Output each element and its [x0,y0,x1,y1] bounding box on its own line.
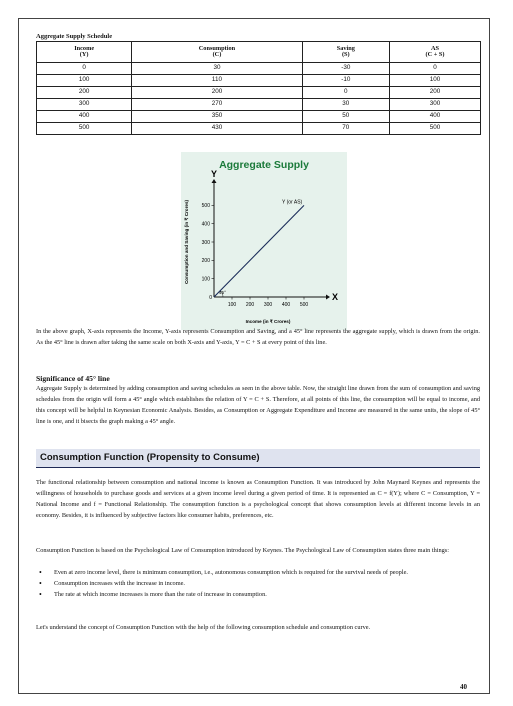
chart-x-tick-label: 500 [300,302,309,308]
chart-angle-label: 45° [219,290,226,295]
table-caption: Aggregate Supply Schedule [36,33,113,40]
section-header-bar: Consumption Function (Propensity to Cons… [36,449,480,468]
aggregate-supply-chart: Aggregate Supply Consumption and Saving … [184,159,338,324]
chart-x-tick-label: 100 [228,302,237,308]
page-border [18,18,490,694]
table-cell: 100 [389,74,481,87]
chart-y-tick-label: 200 [202,258,211,264]
header-saving: Saving (S) [301,41,391,63]
chart-y-tick-label: 100 [202,276,211,282]
table-cell: 350 [131,110,303,123]
table-cell: 430 [131,122,303,135]
table-cell: 400 [35,110,133,123]
chart-y-tick-label: 400 [202,221,211,227]
chart-y-axis-label: Consumption and Saving (in ₹ Crores) [184,199,189,284]
table-cell: 0 [301,86,391,99]
significance-heading: Significance of 45° line [36,374,110,383]
chart-origin-label: 0 [209,295,212,301]
chart-x-axis-letter: X [332,292,338,302]
table-row: 500 430 70 500 [35,122,481,135]
header-consumption: Consumption (C) [131,41,303,63]
chart-title: Aggregate Supply [219,159,309,171]
table-cell: 200 [35,86,133,99]
table-cell: 270 [131,98,303,111]
chart-y-axis-letter: Y [211,169,217,179]
table-cell: 0 [35,62,133,75]
law-points-list: Even at zero income level, there is mini… [36,567,480,600]
chart-y-tick-label: 300 [202,240,211,246]
aggregate-supply-chart-panel: Aggregate Supply Consumption and Saving … [181,152,347,330]
chart-y-axis-arrowhead [211,179,217,183]
header-as: AS (C + S) [389,41,481,63]
section-title: Consumption Function (Propensity to Cons… [40,452,260,463]
table-cell: 500 [389,122,481,135]
table-cell: 30 [131,62,303,75]
list-item: Consumption increases with the increase … [36,578,480,589]
table-row: 0 30 -30 0 [35,62,481,75]
table-cell: -10 [301,74,391,87]
page-number: 40 [460,683,467,691]
table-header-row: Income (Y) Consumption (C) Saving (S) AS (C … [35,41,481,63]
chart-x-tick-label: 400 [282,302,291,308]
table-cell: 500 [35,122,133,135]
table-cell: 0 [389,62,481,75]
closing-paragraph: Let's understand the concept of Consumpt… [36,624,371,631]
consumption-function-paragraph: The functional relationship between cons… [36,479,480,519]
chart-x-tick-label: 200 [246,302,255,308]
table-cell: 300 [389,98,481,111]
chart-x-axis-arrowhead [326,294,330,300]
table-row: 300 270 30 300 [35,98,481,111]
list-item: The rate at which income increases is mo… [36,589,480,600]
table-cell: 200 [131,86,303,99]
table-cell: 400 [389,110,481,123]
chart-x-axis-label: Income (in ₹ Crores) [246,319,291,324]
table-row: 200 200 0 200 [35,86,481,99]
table-cell: 200 [389,86,481,99]
graph-explanation-paragraph: In the above graph, X-axis represents th… [36,328,480,346]
table-row: 400 350 50 400 [35,110,481,123]
aggregate-supply-table: Income (Y) Consumption (C) Saving (S) AS (C … [35,41,481,135]
table-cell: 50 [301,110,391,123]
table-cell: 100 [35,74,133,87]
psychological-law-paragraph: Consumption Function is based on the Psy… [36,547,449,554]
header-income: Income (Y) [35,41,133,63]
table-cell: 300 [35,98,133,111]
chart-series-line-as [213,204,305,298]
significance-paragraph: Aggregate Supply is determined by adding… [36,385,480,425]
chart-x-tick-label: 300 [264,302,273,308]
table-cell: 70 [301,122,391,135]
table-cell: 110 [131,74,303,87]
list-item: Even at zero income level, there is mini… [36,567,480,578]
chart-series-label: Y (or AS) [282,199,303,205]
table-cell: -30 [301,62,391,75]
table-row: 100 110 -10 100 [35,74,481,87]
chart-y-tick-label: 500 [202,203,211,209]
table-cell: 30 [301,98,391,111]
